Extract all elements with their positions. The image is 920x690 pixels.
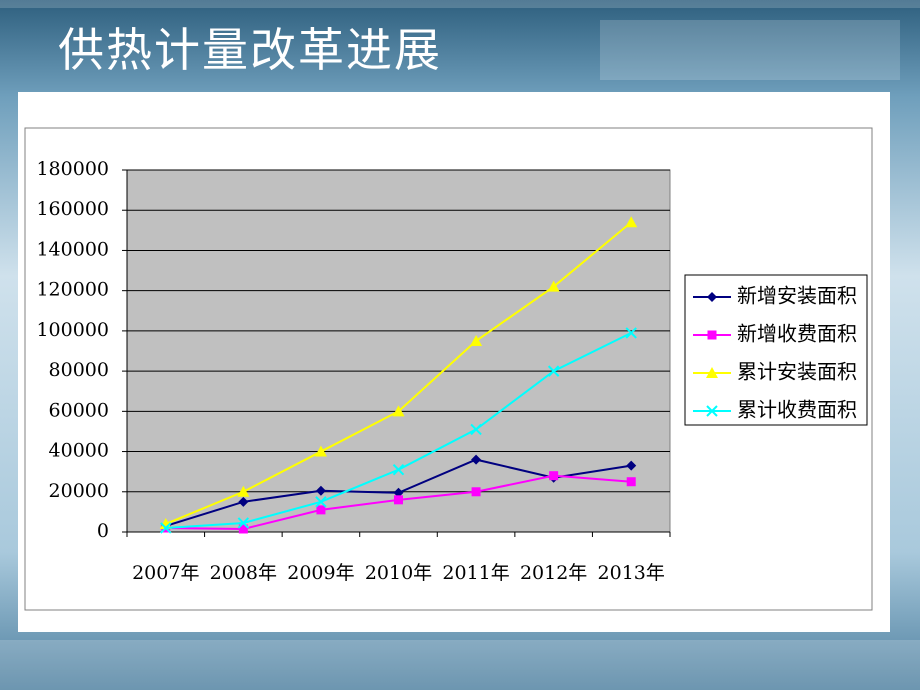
decoration xyxy=(0,0,920,8)
marker xyxy=(549,471,559,481)
marker xyxy=(315,485,326,496)
marker xyxy=(626,477,636,487)
legend-box xyxy=(684,274,868,426)
marker xyxy=(470,334,483,346)
marker xyxy=(315,496,327,508)
y-tick-label: 140000 xyxy=(36,238,109,260)
legend-label: 新增收费面积 xyxy=(737,322,857,346)
marker xyxy=(237,485,250,497)
legend-marker xyxy=(707,330,717,340)
legend-marker xyxy=(706,405,718,417)
marker xyxy=(625,327,637,339)
x-tick-label: 2013年 xyxy=(598,562,665,584)
marker xyxy=(547,365,560,377)
y-tick-label: 20000 xyxy=(49,480,109,502)
marker xyxy=(238,524,248,534)
decoration xyxy=(0,640,920,690)
y-tick-label: 180000 xyxy=(36,158,109,180)
x-tick-label: 2007年 xyxy=(132,562,199,584)
marker xyxy=(625,216,638,228)
x-tick-label: 2010年 xyxy=(365,562,432,584)
marker xyxy=(393,487,404,498)
x-tick-label: 2009年 xyxy=(287,562,354,584)
marker xyxy=(471,454,482,465)
legend-marker xyxy=(707,292,717,302)
marker xyxy=(237,517,250,529)
legend-marker xyxy=(706,367,718,378)
y-tick-label: 60000 xyxy=(49,399,109,421)
y-tick-label: 80000 xyxy=(49,359,109,381)
marker xyxy=(314,445,327,457)
x-tick-label: 2012年 xyxy=(520,562,587,584)
x-tick-label: 2011年 xyxy=(442,562,509,584)
slide-title: 供热计量改革进展 xyxy=(58,23,442,77)
y-tick-label: 100000 xyxy=(36,319,109,341)
marker xyxy=(470,423,482,436)
marker xyxy=(316,505,326,515)
marker xyxy=(626,460,637,471)
legend-label: 累计安装面积 xyxy=(737,360,857,384)
marker xyxy=(392,405,405,417)
y-tick-label: 40000 xyxy=(49,440,109,462)
y-tick-label: 160000 xyxy=(36,198,109,220)
marker xyxy=(238,496,249,507)
decoration xyxy=(600,20,900,80)
y-tick-label: 120000 xyxy=(36,279,109,301)
marker xyxy=(547,280,560,292)
plot-area xyxy=(126,169,671,533)
marker xyxy=(392,463,405,476)
x-tick-label: 2008年 xyxy=(210,562,277,584)
marker xyxy=(394,495,403,505)
legend-label: 累计收费面积 xyxy=(737,398,857,422)
marker xyxy=(160,522,172,534)
marker xyxy=(471,487,481,497)
legend-label: 新增安装面积 xyxy=(737,284,857,308)
y-tick-label: 0 xyxy=(97,520,109,542)
